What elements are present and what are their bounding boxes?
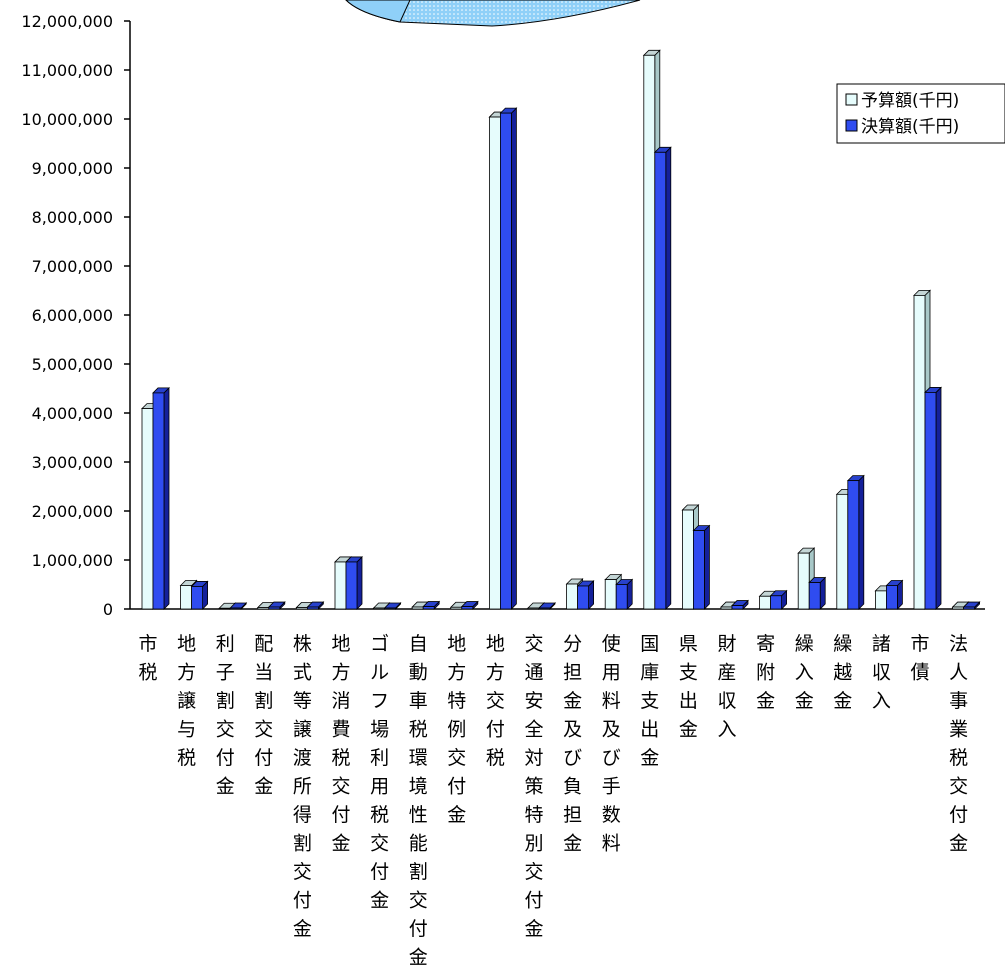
category-label: 県支出金 [679,633,698,741]
bar-settlement [383,602,402,610]
bar-settlement [692,524,711,610]
category-label: 市税 [138,633,157,684]
category-label: 繰越金 [833,633,852,712]
legend-box [836,83,1005,144]
y-tick-label: 6,000,000 [32,306,113,325]
bar-settlement [345,555,363,610]
category-label: 交通安全対策特別交付金 [524,633,543,940]
category-label: 地方特例交付金 [447,633,466,826]
category-label: 使用料及び手数料 [602,633,621,855]
pie-slice-fragment-left [345,0,411,23]
category-label: 財産収入 [717,633,736,741]
y-tick-label: 5,000,000 [32,355,113,374]
category-label: 配当割交付金 [254,633,273,798]
pie-chart-fragment [345,0,641,27]
category-label: 利子割交付金 [216,633,235,798]
legend: 予算額(千円) 決算額(千円) [836,83,1005,144]
category-label: 諸収入 [872,633,891,712]
bar-settlement [769,589,788,610]
category-label: 地方譲与税 [177,633,196,769]
y-tick-label: 0 [103,600,113,619]
bar-settlement [422,600,441,610]
y-tick-label: 10,000,000 [21,110,113,129]
y-tick-label: 8,000,000 [32,208,113,227]
y-axis: 0 1,000,000 2,000,000 3,000,000 4,000,000 5,0… [21,12,985,619]
bar-settlement [538,602,556,610]
bar-settlement [885,579,904,610]
bar-settlement [846,474,865,610]
y-tick-label: 1,000,000 [32,551,113,570]
category-label: 市債 [910,633,929,684]
category-label: ゴルフ場利用税交付金 [370,633,389,912]
bar-settlement [229,602,248,610]
category-label: 国庫支出金 [640,633,659,769]
bar-settlement [499,107,518,610]
category-label: 地方交付税 [486,633,505,769]
bar-settlement [924,386,942,610]
category-label: 分担金及び負担金 [563,633,582,855]
y-tick-label: 12,000,000 [21,12,113,31]
bar-settlement [653,146,672,610]
y-tick-label: 9,000,000 [32,159,113,178]
legend-swatch [845,119,858,132]
bar-settlement [576,580,595,610]
bar-settlement [615,578,634,610]
bar-series-group [141,49,981,610]
category-label: 株式等譲渡所得割交付金 [293,633,312,940]
bar-settlement [306,601,325,610]
y-tick-label: 7,000,000 [32,257,113,276]
bar-settlement [962,601,981,610]
legend-label: 決算額(千円) [861,117,959,137]
category-label: 自動車税環境性能割交付金 [409,633,428,969]
bar-settlement [190,580,209,610]
bar-settlement [731,599,749,610]
y-tick-label: 4,000,000 [32,404,113,423]
category-label: 寄附金 [756,633,775,712]
category-label: 地方消費税交付金 [331,633,350,855]
bar-settlement [152,386,170,610]
category-label: 繰入金 [795,633,814,712]
y-tick-label: 3,000,000 [32,453,113,472]
bar-settlement [267,601,286,610]
bar-settlement [808,576,827,610]
category-label: 法人事業税交付金 [949,633,968,855]
y-tick-label: 2,000,000 [32,502,113,521]
y-tick-label: 11,000,000 [21,61,113,80]
legend-label: 予算額(千円) [861,91,959,111]
legend-swatch [845,93,858,106]
bar-settlement [460,600,479,610]
